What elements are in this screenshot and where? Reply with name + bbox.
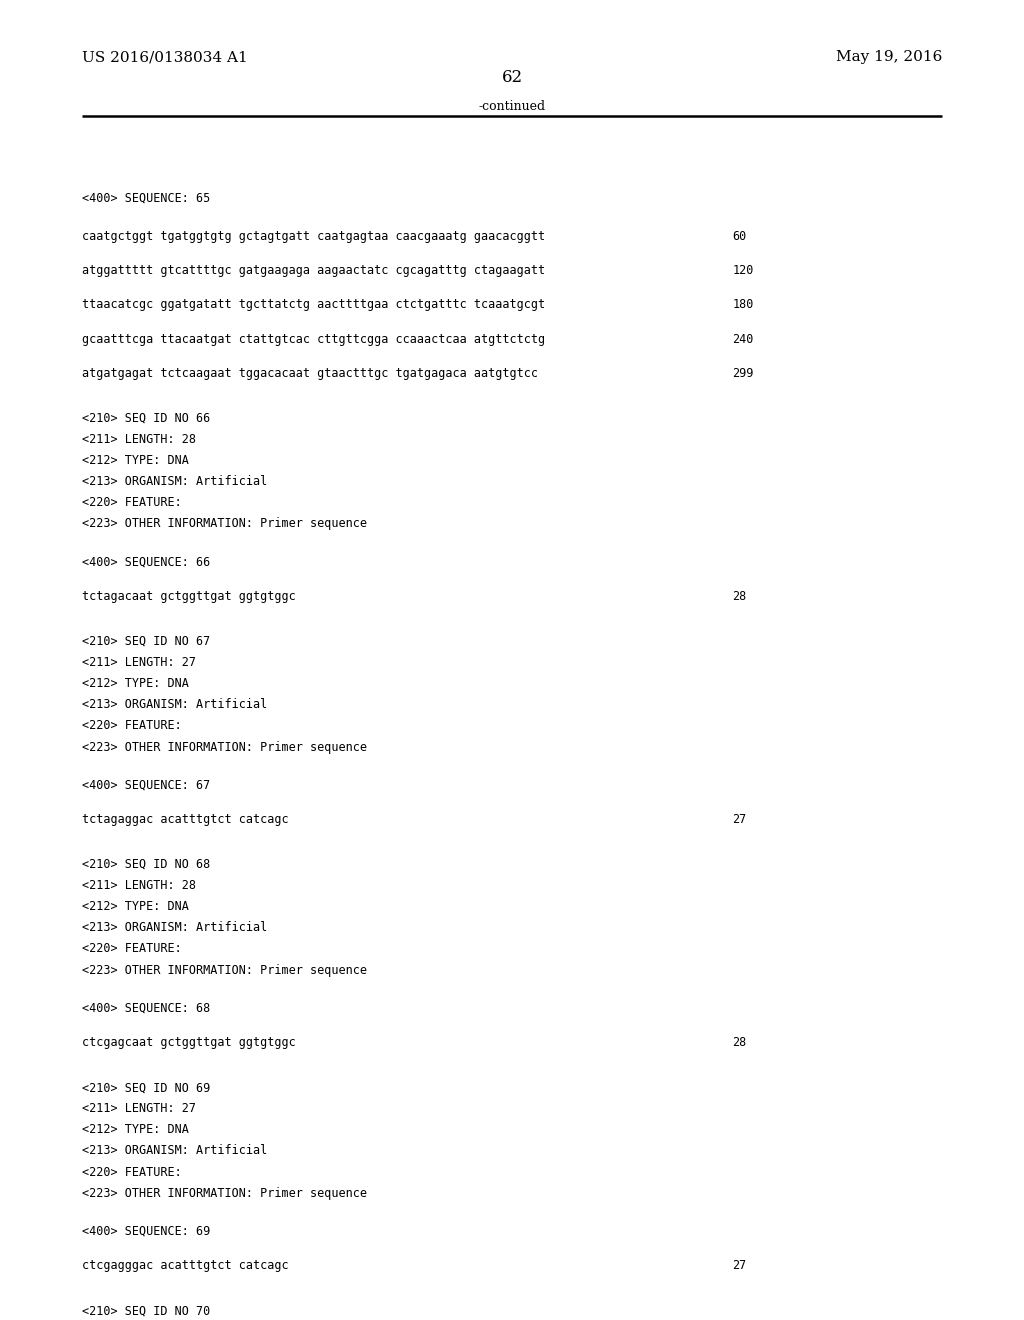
Text: <210> SEQ ID NO 67: <210> SEQ ID NO 67 bbox=[82, 635, 210, 648]
Text: <212> TYPE: DNA: <212> TYPE: DNA bbox=[82, 900, 188, 913]
Text: 28: 28 bbox=[732, 1036, 746, 1049]
Text: <213> ORGANISM: Artificial: <213> ORGANISM: Artificial bbox=[82, 475, 267, 488]
Text: <223> OTHER INFORMATION: Primer sequence: <223> OTHER INFORMATION: Primer sequence bbox=[82, 1187, 367, 1200]
Text: 27: 27 bbox=[732, 813, 746, 826]
Text: 27: 27 bbox=[732, 1259, 746, 1272]
Text: atggattttt gtcattttgc gatgaagaga aagaactatc cgcagatttg ctagaagatt: atggattttt gtcattttgc gatgaagaga aagaact… bbox=[82, 264, 545, 277]
Text: <211> LENGTH: 28: <211> LENGTH: 28 bbox=[82, 433, 196, 446]
Text: <400> SEQUENCE: 68: <400> SEQUENCE: 68 bbox=[82, 1002, 210, 1015]
Text: <212> TYPE: DNA: <212> TYPE: DNA bbox=[82, 454, 188, 467]
Text: <400> SEQUENCE: 67: <400> SEQUENCE: 67 bbox=[82, 779, 210, 792]
Text: <213> ORGANISM: Artificial: <213> ORGANISM: Artificial bbox=[82, 698, 267, 711]
Text: <400> SEQUENCE: 69: <400> SEQUENCE: 69 bbox=[82, 1225, 210, 1238]
Text: <220> FEATURE:: <220> FEATURE: bbox=[82, 1166, 181, 1179]
Text: <213> ORGANISM: Artificial: <213> ORGANISM: Artificial bbox=[82, 921, 267, 935]
Text: <211> LENGTH: 28: <211> LENGTH: 28 bbox=[82, 879, 196, 892]
Text: 240: 240 bbox=[732, 333, 754, 346]
Text: 299: 299 bbox=[732, 367, 754, 380]
Text: <220> FEATURE:: <220> FEATURE: bbox=[82, 942, 181, 956]
Text: 60: 60 bbox=[732, 230, 746, 243]
Text: 120: 120 bbox=[732, 264, 754, 277]
Text: ttaacatcgc ggatgatatt tgcttatctg aacttttgaa ctctgatttc tcaaatgcgt: ttaacatcgc ggatgatatt tgcttatctg aactttt… bbox=[82, 298, 545, 312]
Text: 180: 180 bbox=[732, 298, 754, 312]
Text: <211> LENGTH: 27: <211> LENGTH: 27 bbox=[82, 656, 196, 669]
Text: ctcgagcaat gctggttgat ggtgtggc: ctcgagcaat gctggttgat ggtgtggc bbox=[82, 1036, 296, 1049]
Text: <210> SEQ ID NO 69: <210> SEQ ID NO 69 bbox=[82, 1081, 210, 1094]
Text: tctagaggac acatttgtct catcagc: tctagaggac acatttgtct catcagc bbox=[82, 813, 289, 826]
Text: <212> TYPE: DNA: <212> TYPE: DNA bbox=[82, 677, 188, 690]
Text: <400> SEQUENCE: 66: <400> SEQUENCE: 66 bbox=[82, 556, 210, 569]
Text: tctagacaat gctggttgat ggtgtggc: tctagacaat gctggttgat ggtgtggc bbox=[82, 590, 296, 603]
Text: <223> OTHER INFORMATION: Primer sequence: <223> OTHER INFORMATION: Primer sequence bbox=[82, 741, 367, 754]
Text: <210> SEQ ID NO 68: <210> SEQ ID NO 68 bbox=[82, 858, 210, 871]
Text: May 19, 2016: May 19, 2016 bbox=[836, 50, 942, 65]
Text: <400> SEQUENCE: 65: <400> SEQUENCE: 65 bbox=[82, 191, 210, 205]
Text: 62: 62 bbox=[502, 69, 522, 86]
Text: gcaatttcga ttacaatgat ctattgtcac cttgttcgga ccaaactcaa atgttctctg: gcaatttcga ttacaatgat ctattgtcac cttgttc… bbox=[82, 333, 545, 346]
Text: <220> FEATURE:: <220> FEATURE: bbox=[82, 719, 181, 733]
Text: <210> SEQ ID NO 66: <210> SEQ ID NO 66 bbox=[82, 412, 210, 425]
Text: <213> ORGANISM: Artificial: <213> ORGANISM: Artificial bbox=[82, 1144, 267, 1158]
Text: -continued: -continued bbox=[478, 100, 546, 114]
Text: ctcgagggac acatttgtct catcagc: ctcgagggac acatttgtct catcagc bbox=[82, 1259, 289, 1272]
Text: <212> TYPE: DNA: <212> TYPE: DNA bbox=[82, 1123, 188, 1137]
Text: <223> OTHER INFORMATION: Primer sequence: <223> OTHER INFORMATION: Primer sequence bbox=[82, 964, 367, 977]
Text: US 2016/0138034 A1: US 2016/0138034 A1 bbox=[82, 50, 248, 65]
Text: 28: 28 bbox=[732, 590, 746, 603]
Text: <223> OTHER INFORMATION: Primer sequence: <223> OTHER INFORMATION: Primer sequence bbox=[82, 517, 367, 531]
Text: caatgctggt tgatggtgtg gctagtgatt caatgagtaa caacgaaatg gaacacggtt: caatgctggt tgatggtgtg gctagtgatt caatgag… bbox=[82, 230, 545, 243]
Text: atgatgagat tctcaagaat tggacacaat gtaactttgc tgatgagaca aatgtgtcc: atgatgagat tctcaagaat tggacacaat gtaactt… bbox=[82, 367, 538, 380]
Text: <220> FEATURE:: <220> FEATURE: bbox=[82, 496, 181, 510]
Text: <210> SEQ ID NO 70: <210> SEQ ID NO 70 bbox=[82, 1304, 210, 1317]
Text: <211> LENGTH: 27: <211> LENGTH: 27 bbox=[82, 1102, 196, 1115]
